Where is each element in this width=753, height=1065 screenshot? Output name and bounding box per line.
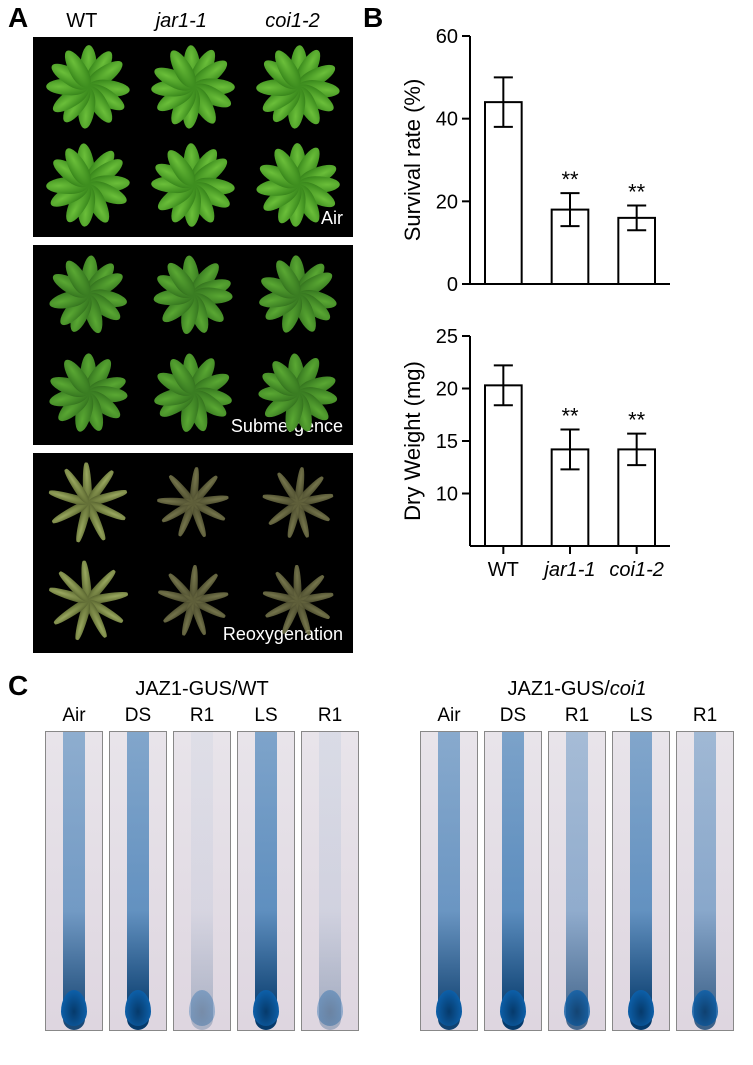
panel-a: WT jar1-1 coi1-2 Air Submergence Reoxyge… <box>33 10 353 653</box>
gus-column: R1 <box>548 705 606 1031</box>
panel-a-column-labels: WT jar1-1 coi1-2 <box>33 10 353 37</box>
panel-b-label: B <box>363 2 383 34</box>
svg-text:**: ** <box>628 179 646 204</box>
gus-column-label: R1 <box>548 705 606 727</box>
svg-text:Survival rate (%): Survival rate (%) <box>400 79 425 242</box>
panel-a-col-jar1: jar1-1 <box>156 10 207 33</box>
chart-svg: 10 15 20 25 WT ** jar1-1 ** coi1-2 Dry Weight (mg… <box>400 312 740 592</box>
root-image <box>548 731 606 1031</box>
gus-group-title: JAZ1-GUS/coi1 <box>420 678 734 701</box>
gus-column: LS <box>237 705 295 1031</box>
svg-text:40: 40 <box>436 109 458 131</box>
svg-text:25: 25 <box>436 326 458 348</box>
gus-column-label: R1 <box>676 705 734 727</box>
panel-a-submergence-image: Submergence <box>33 245 353 445</box>
panel-c-label: C <box>8 670 28 702</box>
bar <box>485 385 522 546</box>
svg-text:jar1-1: jar1-1 <box>541 559 595 581</box>
panel-b: 0 20 40 60 ** ** Survival rate (%) 10 15 20 25 WT *… <box>400 12 740 652</box>
root-image <box>484 731 542 1031</box>
gus-column: LS <box>612 705 670 1031</box>
panel-a-col-wt: WT <box>66 10 97 33</box>
gus-group: JAZ1-GUS/WT Air DS R1 LS R1 <box>45 678 359 1031</box>
root-image <box>420 731 478 1031</box>
gus-column-label: LS <box>612 705 670 727</box>
root-image <box>109 731 167 1031</box>
gus-group-title: JAZ1-GUS/WT <box>45 678 359 701</box>
gus-column-label: R1 <box>173 705 231 727</box>
survival-rate-chart: 0 20 40 60 ** ** Survival rate (%) <box>400 12 740 292</box>
gus-column: DS <box>109 705 167 1031</box>
gus-column: Air <box>420 705 478 1031</box>
gus-column: R1 <box>301 705 359 1031</box>
gus-column: R1 <box>173 705 231 1031</box>
svg-text:**: ** <box>561 167 579 192</box>
root-image <box>45 731 103 1031</box>
panel-a-col-coi1: coi1-2 <box>265 10 319 33</box>
bar <box>485 102 522 284</box>
dry-weight-chart: 10 15 20 25 WT ** jar1-1 ** coi1-2 Dry Weight (mg… <box>400 312 740 592</box>
root-image <box>173 731 231 1031</box>
gus-column: R1 <box>676 705 734 1031</box>
svg-text:60: 60 <box>436 26 458 48</box>
root-image <box>237 731 295 1031</box>
gus-column-label: LS <box>237 705 295 727</box>
svg-text:20: 20 <box>436 379 458 401</box>
svg-text:15: 15 <box>436 431 458 453</box>
svg-text:coi1-2: coi1-2 <box>609 559 663 581</box>
panel-a-label: A <box>8 2 28 34</box>
root-image <box>301 731 359 1031</box>
gus-column-label: DS <box>484 705 542 727</box>
svg-text:**: ** <box>561 403 579 428</box>
gus-column-label: Air <box>45 705 103 727</box>
svg-text:WT: WT <box>488 559 519 581</box>
panel-a-air-image: Air <box>33 37 353 237</box>
gus-column-label: Air <box>420 705 478 727</box>
svg-text:**: ** <box>628 408 646 433</box>
svg-text:0: 0 <box>447 274 458 292</box>
root-image <box>612 731 670 1031</box>
gus-column: Air <box>45 705 103 1031</box>
svg-text:20: 20 <box>436 191 458 213</box>
svg-text:10: 10 <box>436 484 458 506</box>
gus-column-label: R1 <box>301 705 359 727</box>
gus-column-label: DS <box>109 705 167 727</box>
chart-svg: 0 20 40 60 ** ** Survival rate (%) <box>400 12 740 292</box>
root-image <box>676 731 734 1031</box>
gus-column: DS <box>484 705 542 1031</box>
gus-group: JAZ1-GUS/coi1 Air DS R1 LS R1 <box>420 678 734 1031</box>
panel-a-reoxygenation-image: Reoxygenation <box>33 453 353 653</box>
svg-text:Dry Weight (mg): Dry Weight (mg) <box>400 361 425 521</box>
